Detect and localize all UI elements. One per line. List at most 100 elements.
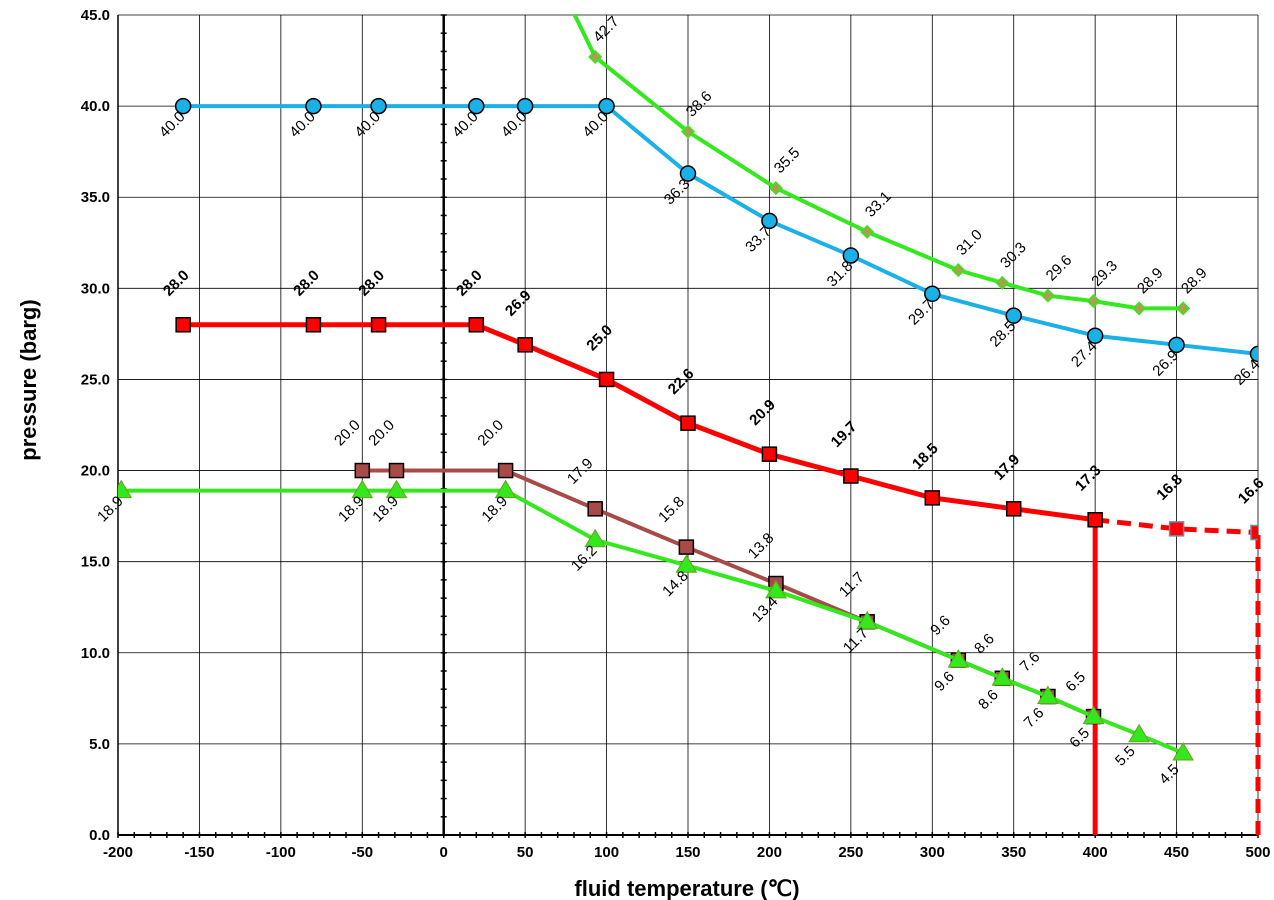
series-line: [183, 104, 1258, 356]
data-label: 15.8: [655, 493, 688, 526]
data-point: [354, 462, 371, 479]
data-point: [587, 501, 603, 517]
data-label: 13.8: [745, 530, 778, 563]
y-tick-label: 10.0: [81, 645, 110, 662]
data-point: [842, 247, 860, 264]
data-point: [598, 371, 615, 388]
data-label: 5.5: [1112, 743, 1139, 770]
data-point: [1176, 301, 1191, 316]
data-point: [1005, 501, 1022, 517]
data-point: [1128, 723, 1150, 743]
x-tick-label: -100: [266, 844, 296, 861]
x-tick-label: 500: [1245, 844, 1270, 861]
data-label: 26.9: [502, 287, 535, 320]
y-tick-label: 35.0: [81, 189, 110, 206]
data-point: [1082, 705, 1105, 725]
data-label: 35.5: [771, 144, 804, 177]
data-point: [856, 610, 879, 630]
grid: [117, 14, 1259, 836]
data-point: [761, 446, 778, 462]
series-markers-1: [588, 49, 1191, 316]
data-point: [598, 97, 615, 115]
data-label: 28.0: [453, 267, 486, 300]
data-point: [388, 462, 405, 479]
x-tick-label: 350: [1001, 844, 1026, 861]
data-point: [118, 479, 133, 499]
x-tick-label: 200: [757, 844, 782, 861]
data-label: 16.6: [1235, 475, 1268, 508]
series-line: [572, 15, 1184, 311]
data-point: [468, 317, 485, 333]
data-label: 16.8: [1153, 471, 1186, 504]
data-label: 4.5: [1156, 761, 1183, 788]
data-point: [1086, 294, 1101, 309]
data-point: [860, 224, 875, 239]
data-point: [947, 649, 970, 668]
data-point: [678, 539, 695, 555]
series-2: [183, 322, 1258, 536]
data-label: 30.3: [997, 239, 1030, 272]
data-label: 17.3: [1072, 462, 1105, 495]
series-line: [183, 322, 1096, 523]
data-point: [675, 554, 698, 573]
x-tick-label: 50: [517, 844, 534, 861]
series-markers-4: [118, 479, 1194, 761]
data-label: 6.5: [1066, 725, 1093, 752]
data-point: [1037, 685, 1059, 705]
data-point: [1250, 524, 1258, 541]
series-3: [362, 468, 1095, 719]
data-point: [765, 579, 787, 599]
data-point: [1249, 345, 1258, 363]
data-label: 28.0: [160, 267, 193, 300]
data-point: [924, 490, 941, 506]
data-point: [494, 479, 517, 499]
data-point: [305, 317, 322, 333]
y-tick-label: 25.0: [81, 371, 110, 388]
y-axis-title: pressure (barg): [16, 299, 41, 460]
data-label: 9.6: [931, 668, 958, 695]
series-markers-0: [174, 97, 1258, 363]
series-markers-3: [354, 462, 1102, 725]
series-0: [183, 104, 1258, 356]
data-label: 29.6: [1043, 252, 1076, 285]
data-point: [951, 263, 966, 278]
data-label: 6.5: [1062, 669, 1089, 696]
y-tick-label: 20.0: [81, 463, 110, 480]
data-point: [305, 97, 322, 115]
data-point: [680, 415, 696, 431]
data-label: 33.1: [862, 188, 895, 221]
data-point: [1087, 512, 1103, 528]
data-point: [1168, 336, 1185, 354]
data-point: [768, 181, 784, 196]
data-point: [468, 97, 485, 115]
x-tick-label: 300: [920, 844, 945, 861]
data-label: 28.0: [355, 267, 388, 300]
data-point: [1172, 742, 1194, 761]
data-label: 8.6: [975, 686, 1002, 713]
data-point: [497, 462, 514, 479]
data-point: [351, 479, 374, 499]
tick-labels: -200 -150 -100 -50 0 50 100 150 200 250 300 350 400 4…: [81, 7, 1271, 861]
data-point: [680, 124, 696, 139]
data-point: [761, 212, 778, 230]
x-tick-label: 0: [440, 844, 448, 861]
data-point: [370, 97, 387, 115]
series: [118, 15, 1258, 761]
series-line: [362, 468, 1095, 719]
series-extension-line: [1094, 517, 1258, 536]
x-tick-label: -150: [184, 844, 214, 861]
data-point: [991, 667, 1014, 686]
data-label: 20.0: [365, 417, 398, 450]
data-point: [924, 285, 941, 303]
data-point: [174, 97, 192, 115]
y-tick-label: 15.0: [81, 554, 110, 571]
data-point: [1005, 307, 1022, 324]
data-label: 28.0: [290, 267, 323, 300]
y-tick-label: 45.0: [81, 7, 110, 24]
x-tick-label: 100: [594, 844, 619, 861]
data-point: [516, 97, 534, 115]
data-label: 31.0: [953, 226, 986, 259]
data-point: [588, 49, 603, 64]
data-point: [679, 165, 697, 182]
data-label: 18.5: [909, 440, 942, 473]
